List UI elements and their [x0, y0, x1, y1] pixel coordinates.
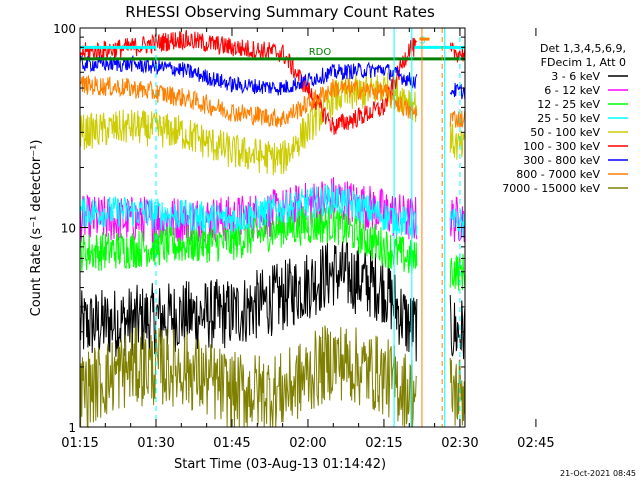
y-tick-label: 1: [68, 421, 76, 435]
x-tick-label: 01:15: [61, 436, 98, 451]
y-axis-label: Count Rate (s⁻¹ detector⁻¹): [29, 140, 44, 317]
legend-entry-label: 7000 - 15000 keV: [502, 182, 600, 195]
legend: Det 1,3,4,5,6,9,FDecim 1, Att 03 - 6 keV…: [502, 42, 628, 195]
x-axis-label: Start Time (03-Aug-13 01:14:42): [174, 457, 386, 472]
y-tick-label: 100: [53, 22, 76, 36]
legend-entry-label: 800 - 7000 keV: [516, 168, 600, 181]
footer-timestamp: 21-Oct-2021 08:45: [560, 469, 636, 478]
legend-entry-label: 300 - 800 keV: [523, 154, 600, 167]
x-tick-label: 02:00: [289, 436, 326, 451]
legend-entry-label: 25 - 50 keV: [537, 112, 600, 125]
x-tick-label: 01:30: [137, 436, 174, 451]
series-line-4: [79, 183, 466, 239]
legend-entry-label: 50 - 100 keV: [530, 126, 600, 139]
x-tick-label: 02:15: [365, 436, 402, 451]
y-tick-label: 10: [61, 222, 76, 236]
x-axis: 01:15 01:30 01:45 02:00 02:15 02:30 02:45: [61, 28, 555, 451]
x-tick-label: 01:45: [213, 436, 250, 451]
series-line-5: [79, 72, 466, 176]
x-tick-label: 02:45: [517, 436, 554, 451]
plot-area: RDOS: [79, 28, 466, 429]
legend-entry-label: 100 - 300 keV: [523, 140, 600, 153]
legend-entry-label: 12 - 25 keV: [537, 98, 600, 111]
legend-header-line: Det 1,3,4,5,6,9,: [540, 42, 626, 55]
series-line-8: [79, 75, 466, 128]
y-axis: 1 10 100: [53, 22, 465, 435]
series-line-9: [79, 325, 466, 429]
flag-label-1: RDO: [309, 47, 332, 58]
series-line-3: [79, 204, 466, 291]
legend-entry-label: 3 - 6 keV: [551, 70, 600, 83]
chart-title: RHESSI Observing Summary Count Rates: [125, 3, 435, 21]
legend-entry-label: 6 - 12 keV: [544, 84, 600, 97]
series-line-7: [79, 54, 466, 100]
legend-header-line: FDecim 1, Att 0: [541, 56, 626, 69]
series-line-1: [79, 241, 466, 362]
x-tick-label: 02:30: [441, 436, 478, 451]
